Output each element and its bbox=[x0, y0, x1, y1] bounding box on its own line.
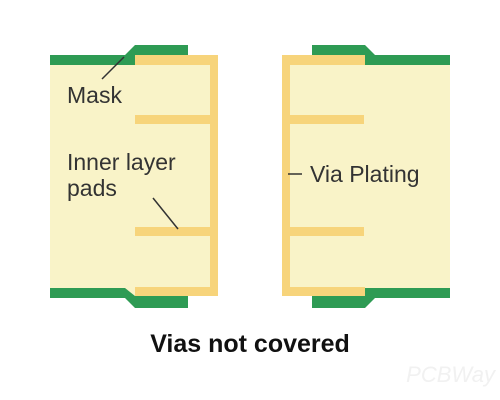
right-bottom-mask bbox=[312, 288, 450, 308]
via-plating-label: Via Plating bbox=[310, 161, 420, 187]
right-top-mask bbox=[312, 45, 450, 65]
pcbway-watermark: PCBWay bbox=[406, 362, 495, 387]
left-top-pad bbox=[135, 55, 218, 65]
inner-layer-label-line2: pads bbox=[67, 175, 117, 201]
left-bottom-pad bbox=[135, 287, 218, 296]
left-bottom-mask bbox=[50, 288, 188, 308]
left-substrate bbox=[50, 60, 218, 296]
left-inner-pad-2 bbox=[135, 227, 218, 236]
left-top-mask bbox=[50, 45, 188, 65]
right-bottom-pad bbox=[282, 287, 365, 296]
right-board bbox=[282, 45, 450, 308]
right-via-plating bbox=[282, 55, 290, 296]
right-substrate bbox=[282, 60, 450, 296]
inner-pads-leader-line bbox=[152, 197, 179, 230]
left-inner-pad-1 bbox=[135, 115, 218, 124]
mask-leader-line bbox=[101, 56, 125, 80]
mask-label: Mask bbox=[67, 82, 122, 108]
right-inner-pad-2 bbox=[282, 227, 364, 236]
inner-layer-label-line1: Inner layer bbox=[67, 149, 176, 175]
right-top-pad bbox=[282, 55, 365, 65]
left-board bbox=[50, 45, 218, 308]
diagram-caption: Vias not covered bbox=[150, 330, 350, 358]
left-via-plating bbox=[210, 55, 218, 296]
right-inner-pad-1 bbox=[282, 115, 364, 124]
